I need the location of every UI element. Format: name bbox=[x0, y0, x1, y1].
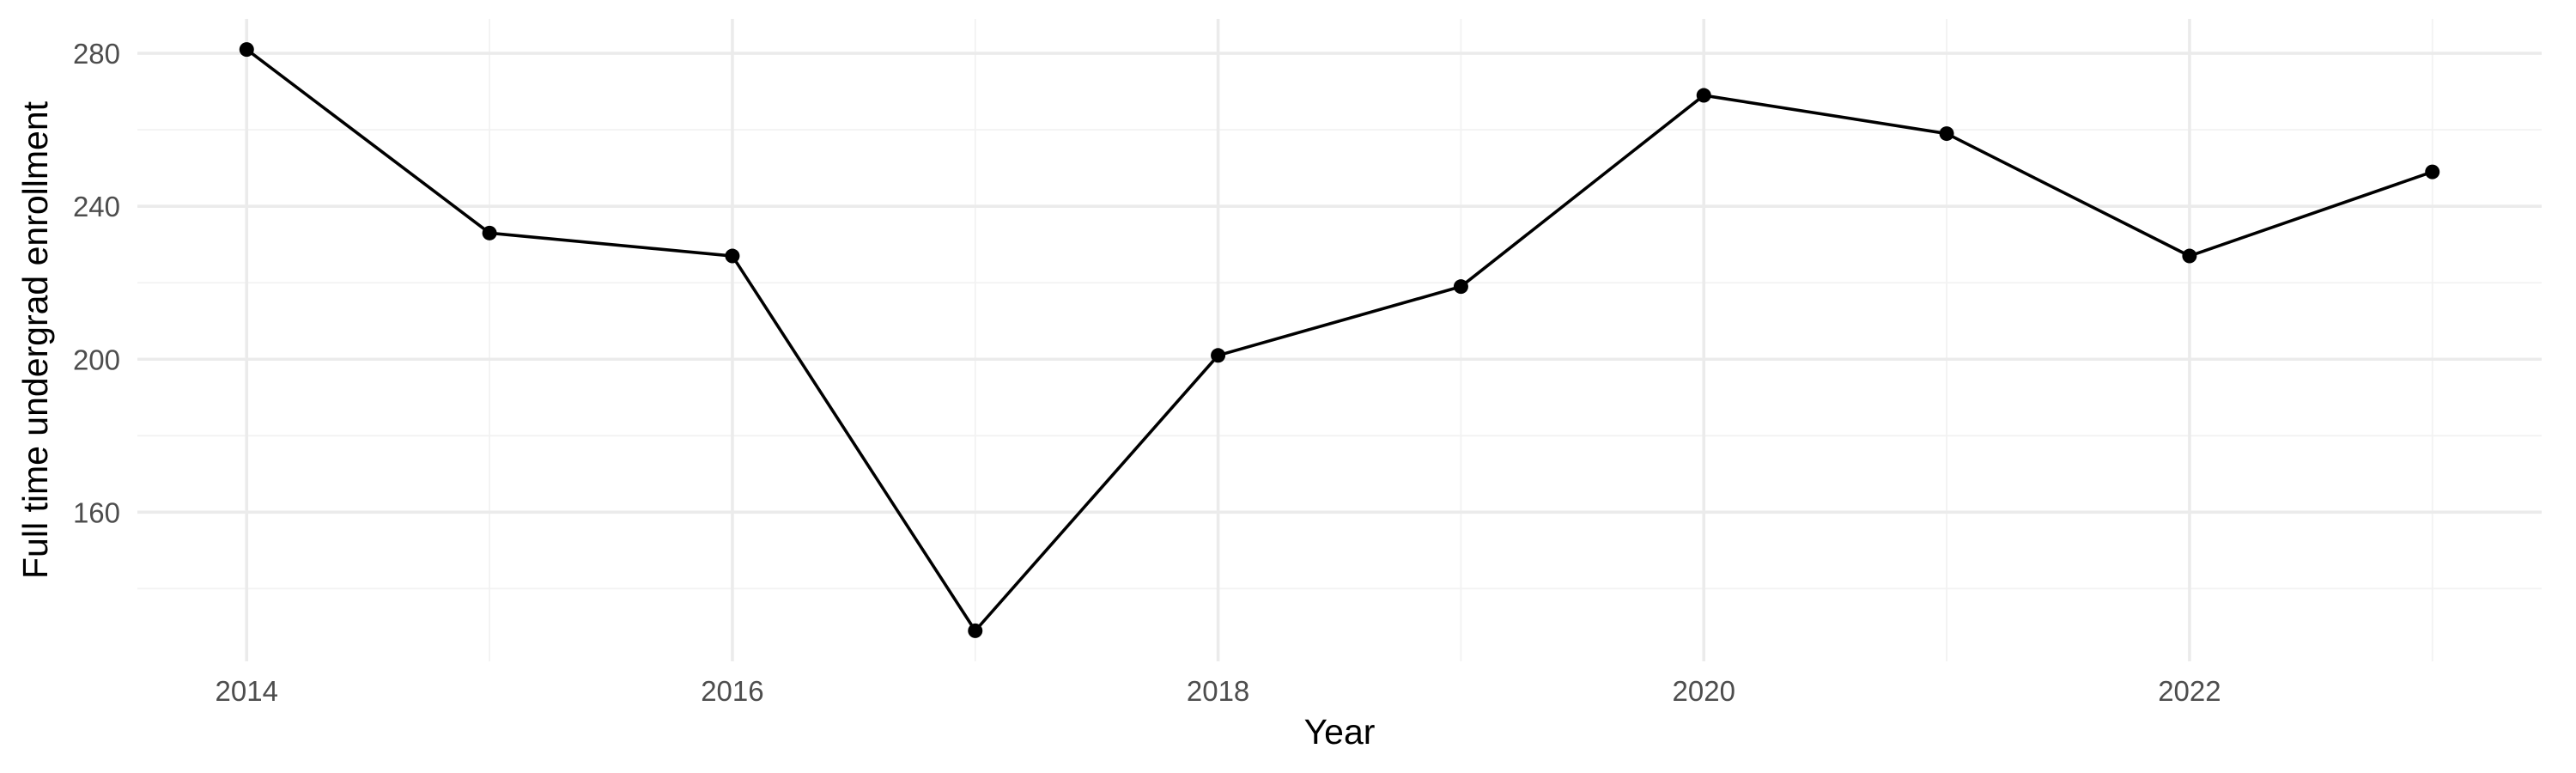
x-tick-label-2014: 2014 bbox=[216, 675, 278, 707]
data-point-2021 bbox=[1939, 126, 1954, 142]
data-point-2023 bbox=[2425, 164, 2440, 180]
data-point-2014 bbox=[239, 42, 254, 58]
x-axis-tick-labels: 2014 2016 2018 2020 2022 bbox=[216, 675, 2221, 707]
series-layer bbox=[239, 42, 2440, 638]
data-point-2020 bbox=[1696, 88, 1711, 103]
minor-gridlines bbox=[137, 19, 2542, 661]
y-axis-title: Full time undergrad enrollment bbox=[15, 100, 55, 579]
data-point-2016 bbox=[725, 248, 740, 264]
x-tick-label-2018: 2018 bbox=[1187, 675, 1249, 707]
y-tick-label-200: 200 bbox=[73, 344, 120, 375]
series-line-0 bbox=[246, 48, 2433, 633]
data-point-2019 bbox=[1453, 279, 1468, 295]
major-gridlines bbox=[137, 19, 2542, 661]
x-tick-label-2022: 2022 bbox=[2158, 675, 2221, 707]
y-axis-tick-labels: 160 200 240 280 bbox=[73, 38, 120, 528]
data-point-2022 bbox=[2182, 248, 2197, 264]
y-tick-label-240: 240 bbox=[73, 191, 120, 222]
x-tick-label-2020: 2020 bbox=[1673, 675, 1735, 707]
data-point-2015 bbox=[482, 225, 497, 240]
x-axis-title: Year bbox=[1304, 712, 1376, 752]
y-tick-label-280: 280 bbox=[73, 38, 120, 70]
data-point-2018 bbox=[1211, 348, 1226, 363]
data-point-2017 bbox=[968, 623, 983, 638]
x-tick-label-2016: 2016 bbox=[701, 675, 763, 707]
y-tick-label-160: 160 bbox=[73, 496, 120, 528]
